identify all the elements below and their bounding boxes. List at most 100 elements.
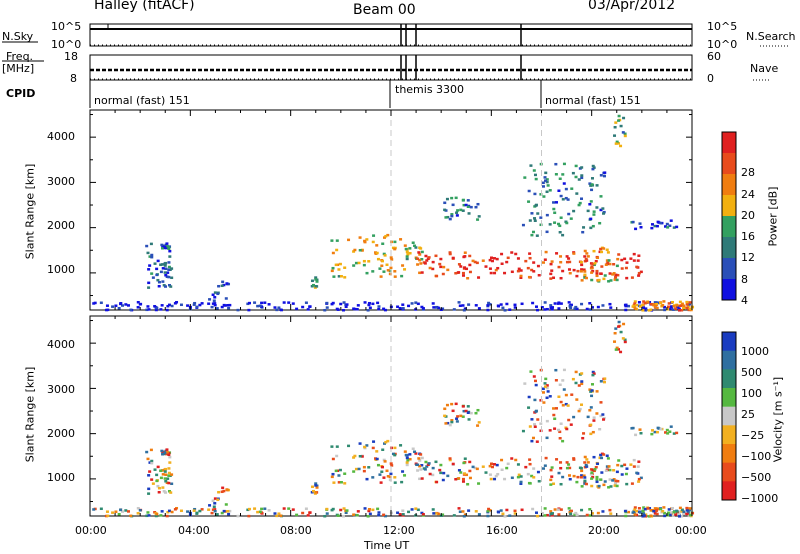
velocity-echo: [444, 422, 448, 425]
velocity-echo: [671, 514, 675, 517]
power-echo: [545, 307, 549, 311]
nsearch-label: N.Search: [746, 30, 796, 43]
velocity-echo: [623, 463, 627, 467]
velocity-echo: [149, 448, 153, 452]
velocity-echo: [567, 474, 571, 477]
power-echo: [435, 274, 439, 278]
velocity-echo: [564, 393, 568, 397]
power-echo: [569, 303, 573, 307]
power-echo: [129, 308, 133, 312]
velocity-echo: [543, 382, 547, 385]
velocity-echo: [663, 514, 667, 518]
power-echo: [439, 265, 443, 269]
velocity-echo: [646, 507, 650, 510]
velocity-echo: [216, 498, 220, 502]
velocity-echo: [675, 431, 679, 435]
power-echo: [556, 302, 560, 305]
velocity-echo: [674, 513, 678, 516]
velocity-echo: [411, 447, 415, 450]
power-echo: [362, 263, 366, 267]
power-echo: [583, 276, 587, 279]
power-echo: [228, 303, 232, 307]
velocity-echo: [267, 509, 271, 512]
power-echo: [672, 226, 676, 229]
velocity-echo: [662, 506, 666, 509]
velocity-echo: [367, 509, 371, 513]
power-echo: [371, 240, 375, 244]
velocity-echo: [468, 476, 472, 480]
nave-tick-bottom: 0: [707, 72, 714, 85]
power-echo: [401, 303, 405, 306]
power-echo: [439, 257, 443, 261]
velocity-echo: [528, 458, 532, 461]
power-echo: [662, 300, 666, 303]
velocity-echo: [457, 469, 461, 472]
velocity-echo: [583, 476, 587, 479]
power-echo: [217, 284, 221, 288]
velocity-echo: [363, 507, 367, 510]
power-echo: [461, 304, 465, 307]
power-echo: [431, 302, 435, 305]
velocity-echo: [592, 419, 596, 422]
power-echo: [505, 260, 509, 264]
power-echo: [596, 305, 600, 309]
velocity-echo: [586, 461, 590, 464]
power-echo: [555, 252, 559, 255]
power-echo: [594, 259, 598, 263]
power-echo: [314, 276, 318, 279]
power-echo: [467, 212, 471, 215]
velocity-echo: [337, 474, 341, 477]
power-echo: [405, 255, 409, 258]
velocity-echo: [371, 508, 375, 512]
power-echo: [542, 261, 546, 264]
power-echo: [620, 267, 624, 270]
power-echo: [585, 252, 589, 255]
velocity-echo: [545, 419, 549, 423]
power-echo: [557, 307, 561, 310]
power-echo: [383, 308, 387, 312]
power-echo: [629, 257, 633, 260]
power-echo: [662, 305, 666, 309]
power-echo: [331, 251, 335, 255]
velocity-echo: [477, 482, 481, 485]
power-echo: [650, 223, 654, 226]
velocity-echo: [165, 514, 169, 518]
power-echo: [446, 268, 450, 272]
velocity-echo: [145, 450, 149, 454]
velocity-echo: [624, 514, 628, 518]
velocity-echo: [405, 463, 409, 467]
velocity-echo: [559, 466, 563, 470]
velocity-echo: [508, 514, 512, 517]
velocity-echo: [356, 510, 360, 513]
velocity-echo: [549, 510, 553, 513]
power-echo: [207, 302, 211, 305]
power-echo: [549, 272, 553, 276]
velocity-echo: [567, 418, 571, 422]
power-echo: [539, 216, 543, 219]
power-echo: [163, 271, 167, 274]
power-echo: [227, 306, 231, 310]
velocity-echo: [659, 427, 663, 431]
power-echo: [597, 278, 601, 282]
power-echo: [192, 303, 196, 306]
power-echo: [500, 262, 504, 266]
velocity-echo: [362, 469, 366, 473]
power-echo: [657, 301, 661, 305]
velocity-echo: [323, 514, 327, 518]
velocity-echo: [360, 455, 364, 458]
velocity-echo: [589, 423, 593, 427]
velocity-echo: [419, 468, 423, 471]
power-echo: [519, 276, 523, 279]
velocity-echo: [655, 507, 659, 510]
power-echo: [602, 174, 606, 178]
velocity-echo: [585, 465, 589, 468]
power-echo: [403, 244, 407, 247]
velocity-echo: [623, 340, 627, 344]
velocity-echo: [419, 453, 423, 456]
power-echo: [609, 306, 613, 309]
velocity-echo: [589, 472, 593, 476]
power-echo: [580, 268, 584, 271]
velocity-echo: [575, 513, 579, 517]
velocity-echo: [439, 463, 443, 467]
velocity-echo: [559, 422, 563, 425]
